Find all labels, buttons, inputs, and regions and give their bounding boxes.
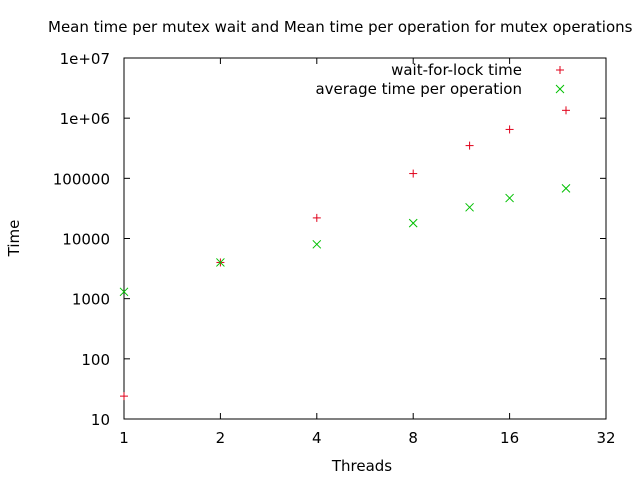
legend-marker <box>555 84 565 94</box>
operation-point <box>505 193 514 203</box>
axis-ticks: 1 2 4 8 16 32 10 100 1000 10000 100000 1e+06 1e+07 <box>53 50 616 447</box>
wait-point <box>561 106 570 115</box>
y-tick-label: 100 <box>81 351 110 369</box>
x-tick-label: 2 <box>216 429 226 447</box>
x-tick-label: 1 <box>119 429 129 447</box>
x-tick-label: 32 <box>596 429 615 447</box>
legend-marker <box>556 66 564 74</box>
plot-frame <box>123 57 607 420</box>
y-tick-label: 1e+06 <box>60 110 110 128</box>
operation-point <box>216 258 225 267</box>
x-tick-label: 8 <box>408 429 418 447</box>
y-tick-label: 1000 <box>72 291 110 309</box>
x-tick-label: 4 <box>312 429 322 447</box>
wait-point <box>312 213 321 222</box>
y-axis-label: Time <box>5 220 23 258</box>
x-tick-label: 16 <box>500 429 519 447</box>
operation-point <box>119 287 129 297</box>
y-tick-label: 10 <box>91 411 110 429</box>
wait-point <box>505 125 514 134</box>
wait-point <box>120 392 128 401</box>
y-tick-label: 1e+07 <box>60 50 110 68</box>
operation-point <box>312 239 322 249</box>
operation-point <box>561 184 571 193</box>
legend-label: wait-for-lock time <box>391 61 522 79</box>
operation-point <box>465 202 474 212</box>
wait-point <box>409 169 418 178</box>
legend-label: average time per operation <box>315 80 522 98</box>
x-axis-label: Threads <box>331 457 392 475</box>
data-points <box>119 106 571 401</box>
y-tick-label: 10000 <box>62 231 110 249</box>
chart-title: Mean time per mutex wait and Mean time p… <box>48 18 633 36</box>
y-tick-label: 100000 <box>53 170 110 188</box>
operation-point <box>408 218 418 228</box>
wait-point <box>465 141 474 150</box>
